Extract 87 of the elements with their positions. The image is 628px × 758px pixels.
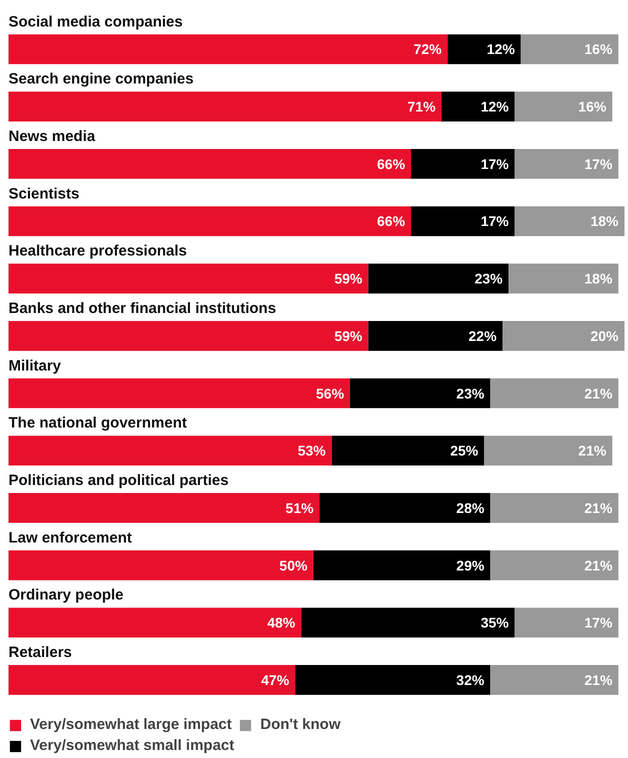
bar [320, 493, 490, 523]
y-tick-label: Retailers [8, 644, 72, 662]
bar [411, 206, 515, 236]
data-label: 17% [480, 156, 510, 172]
y-tick-label: Scientists [8, 185, 80, 202]
bar [508, 264, 618, 294]
bar [332, 436, 484, 466]
bar [313, 550, 490, 580]
bar [520, 34, 618, 64]
data-label: 59% [334, 328, 363, 344]
data-label: 18% [590, 213, 620, 230]
y-tick-label: Ordinary people [8, 586, 124, 604]
y-tick-label: Law enforcement [8, 529, 132, 546]
bar [514, 92, 612, 122]
bar [514, 148, 618, 179]
data-label: 29% [456, 557, 485, 574]
data-label: 17% [584, 156, 613, 172]
data-label: 22% [468, 328, 498, 344]
data-label: 35% [480, 614, 510, 631]
data-label: 17% [480, 213, 510, 230]
y-tick-label: News media [8, 128, 96, 145]
bar [502, 321, 624, 351]
data-label: 16% [578, 98, 607, 115]
data-label: 23% [474, 270, 504, 287]
bar [301, 608, 515, 638]
y-tick-label: Healthcare professionals [8, 242, 187, 260]
data-label: 21% [584, 385, 613, 402]
data-label: 47% [261, 672, 290, 688]
data-label: 71% [408, 98, 436, 115]
data-label: 66% [377, 156, 406, 172]
bar [350, 378, 490, 408]
bar [490, 493, 618, 523]
data-label: 17% [584, 614, 613, 631]
data-label: 21% [584, 557, 613, 574]
bar [514, 608, 618, 638]
data-label: 12% [480, 98, 510, 115]
data-label: 59% [334, 270, 363, 287]
bar [490, 378, 618, 408]
bar [484, 436, 612, 466]
bar [8, 493, 320, 523]
bar [8, 321, 368, 351]
bar [8, 665, 296, 695]
data-label: 50% [279, 557, 308, 574]
bar [8, 550, 314, 580]
data-label: 53% [298, 442, 326, 459]
data-label: 51% [286, 500, 314, 516]
legend-label: Don't know [260, 716, 340, 733]
bar [490, 550, 618, 580]
bar [448, 34, 521, 64]
bar [8, 378, 350, 408]
bar [490, 665, 618, 695]
bar [295, 665, 490, 695]
data-label: 28% [456, 500, 485, 516]
bar [8, 148, 412, 179]
data-label: 23% [456, 385, 485, 402]
data-label: 25% [450, 442, 479, 459]
bar [368, 321, 503, 351]
data-label: 56% [316, 385, 345, 402]
data-label: 32% [456, 672, 485, 688]
data-label: 48% [267, 614, 296, 631]
data-label: 66% [377, 213, 406, 230]
data-label: 18% [584, 270, 613, 287]
data-label: 16% [584, 41, 613, 58]
bar [8, 206, 412, 236]
data-label: 12% [486, 41, 516, 58]
data-label: 20% [590, 328, 620, 344]
y-tick-label: Military [8, 357, 62, 374]
y-tick-label: Social media companies [8, 13, 183, 30]
bar [8, 436, 332, 466]
bar [8, 264, 368, 294]
data-label: 21% [578, 442, 607, 459]
bar [8, 608, 302, 638]
bar [411, 148, 515, 179]
y-tick-label: The national government [8, 414, 187, 432]
bar [368, 264, 509, 294]
data-label: 21% [584, 672, 613, 688]
data-label: 21% [584, 500, 613, 516]
data-label: 72% [414, 41, 442, 58]
y-tick-label: Banks and other financial institutions [8, 300, 276, 317]
bar [514, 206, 624, 236]
bar [442, 92, 515, 122]
y-tick-label: Search engine companies [8, 70, 194, 88]
y-tick-label: Politicians and political parties [8, 472, 229, 490]
legend-label: Very/somewhat small impact [30, 737, 234, 754]
legend-label: Very/somewhat large impact [30, 716, 232, 733]
bar [8, 92, 442, 122]
bar [8, 34, 448, 64]
